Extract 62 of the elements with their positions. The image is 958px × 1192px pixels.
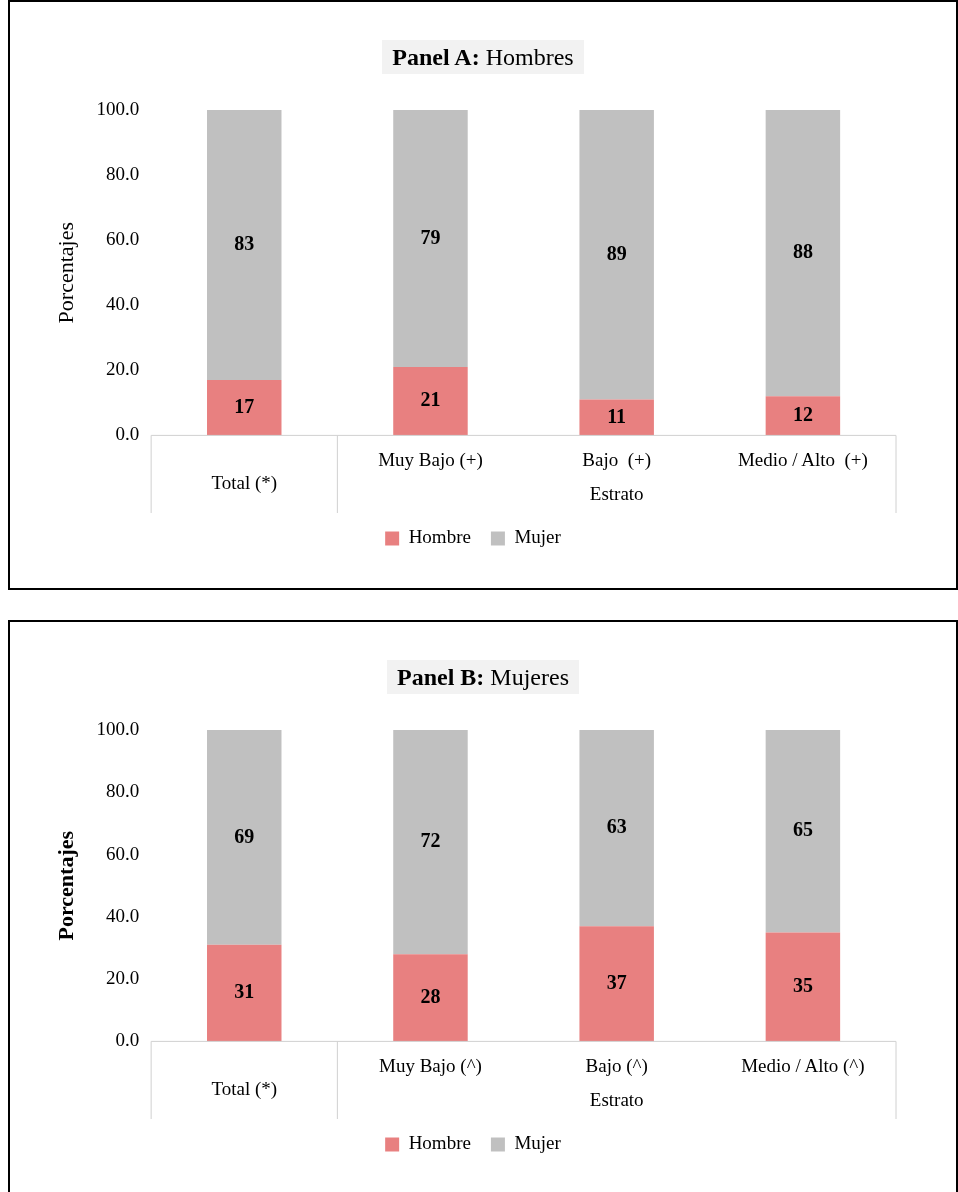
- data-label: 89: [606, 241, 627, 264]
- legend-label: Mujer: [514, 526, 562, 548]
- bar: [207, 110, 282, 381]
- bar: [579, 926, 654, 1042]
- y-tick-label: 40.0: [105, 904, 140, 926]
- data-label: 11: [607, 404, 627, 427]
- y-tick-label: 80.0: [105, 163, 140, 185]
- bar: [765, 396, 841, 436]
- y-tick-label: 100.0: [96, 97, 140, 119]
- x-tick-label: Muy Bajo (+): [378, 448, 483, 471]
- x-tick-label: Bajo (+): [582, 448, 652, 471]
- bar: [207, 380, 282, 436]
- y-tick-label: 20.0: [105, 967, 140, 989]
- bar: [579, 399, 654, 436]
- x-tick-label: Muy Bajo (^): [379, 1054, 482, 1077]
- bar: [393, 367, 468, 436]
- bar: [393, 954, 468, 1042]
- y-tick-label: 40.0: [105, 293, 140, 315]
- bar: [207, 730, 282, 945]
- data-label: 12: [792, 403, 813, 426]
- bar: [579, 730, 654, 927]
- data-label: 37: [606, 970, 627, 993]
- data-label: 72: [420, 829, 441, 852]
- bar: [393, 110, 468, 368]
- data-label: 17: [234, 394, 255, 417]
- y-tick-label: 80.0: [105, 780, 140, 802]
- y-tick-label: 100.0: [96, 717, 140, 739]
- bar: [765, 730, 841, 933]
- data-label: 21: [420, 388, 441, 411]
- data-label: 83: [234, 232, 255, 255]
- x-tick-label: Total (*): [211, 471, 278, 494]
- y-axis-title: Porcentajes: [52, 830, 78, 941]
- x-axis-title: Estrato: [589, 1088, 644, 1110]
- x-tick-label: Medio / Alto (^): [741, 1054, 865, 1077]
- y-axis-title: Porcentajes: [52, 222, 78, 324]
- chart-title: Panel B: Mujeres: [397, 664, 569, 690]
- data-label: 69: [234, 824, 255, 847]
- data-label: 88: [792, 240, 813, 263]
- x-tick-label: Bajo (^): [585, 1054, 648, 1077]
- y-tick-label: 0.0: [115, 1029, 140, 1051]
- x-tick-label: Total (*): [211, 1077, 278, 1100]
- y-tick-label: 0.0: [115, 423, 140, 445]
- legend-label: Mujer: [514, 1132, 562, 1154]
- legend-label: Hombre: [408, 1132, 471, 1154]
- bar: [765, 110, 841, 397]
- bar: [207, 944, 282, 1042]
- data-label: 28: [420, 984, 441, 1007]
- chart-title: Panel A: Hombres: [392, 44, 574, 70]
- data-label: 63: [606, 815, 627, 838]
- data-label: 65: [792, 818, 813, 841]
- data-label: 31: [234, 980, 255, 1003]
- y-tick-label: 20.0: [105, 358, 140, 380]
- data-label: 79: [420, 225, 441, 248]
- data-label: 35: [792, 974, 813, 997]
- bar: [393, 730, 468, 955]
- y-tick-label: 60.0: [105, 228, 140, 250]
- x-axis-title: Estrato: [589, 482, 644, 504]
- bar: [579, 110, 654, 400]
- x-tick-label: Medio / Alto (+): [737, 448, 868, 471]
- bar: [765, 932, 841, 1042]
- y-tick-label: 60.0: [105, 842, 140, 864]
- legend-label: Hombre: [408, 526, 471, 548]
